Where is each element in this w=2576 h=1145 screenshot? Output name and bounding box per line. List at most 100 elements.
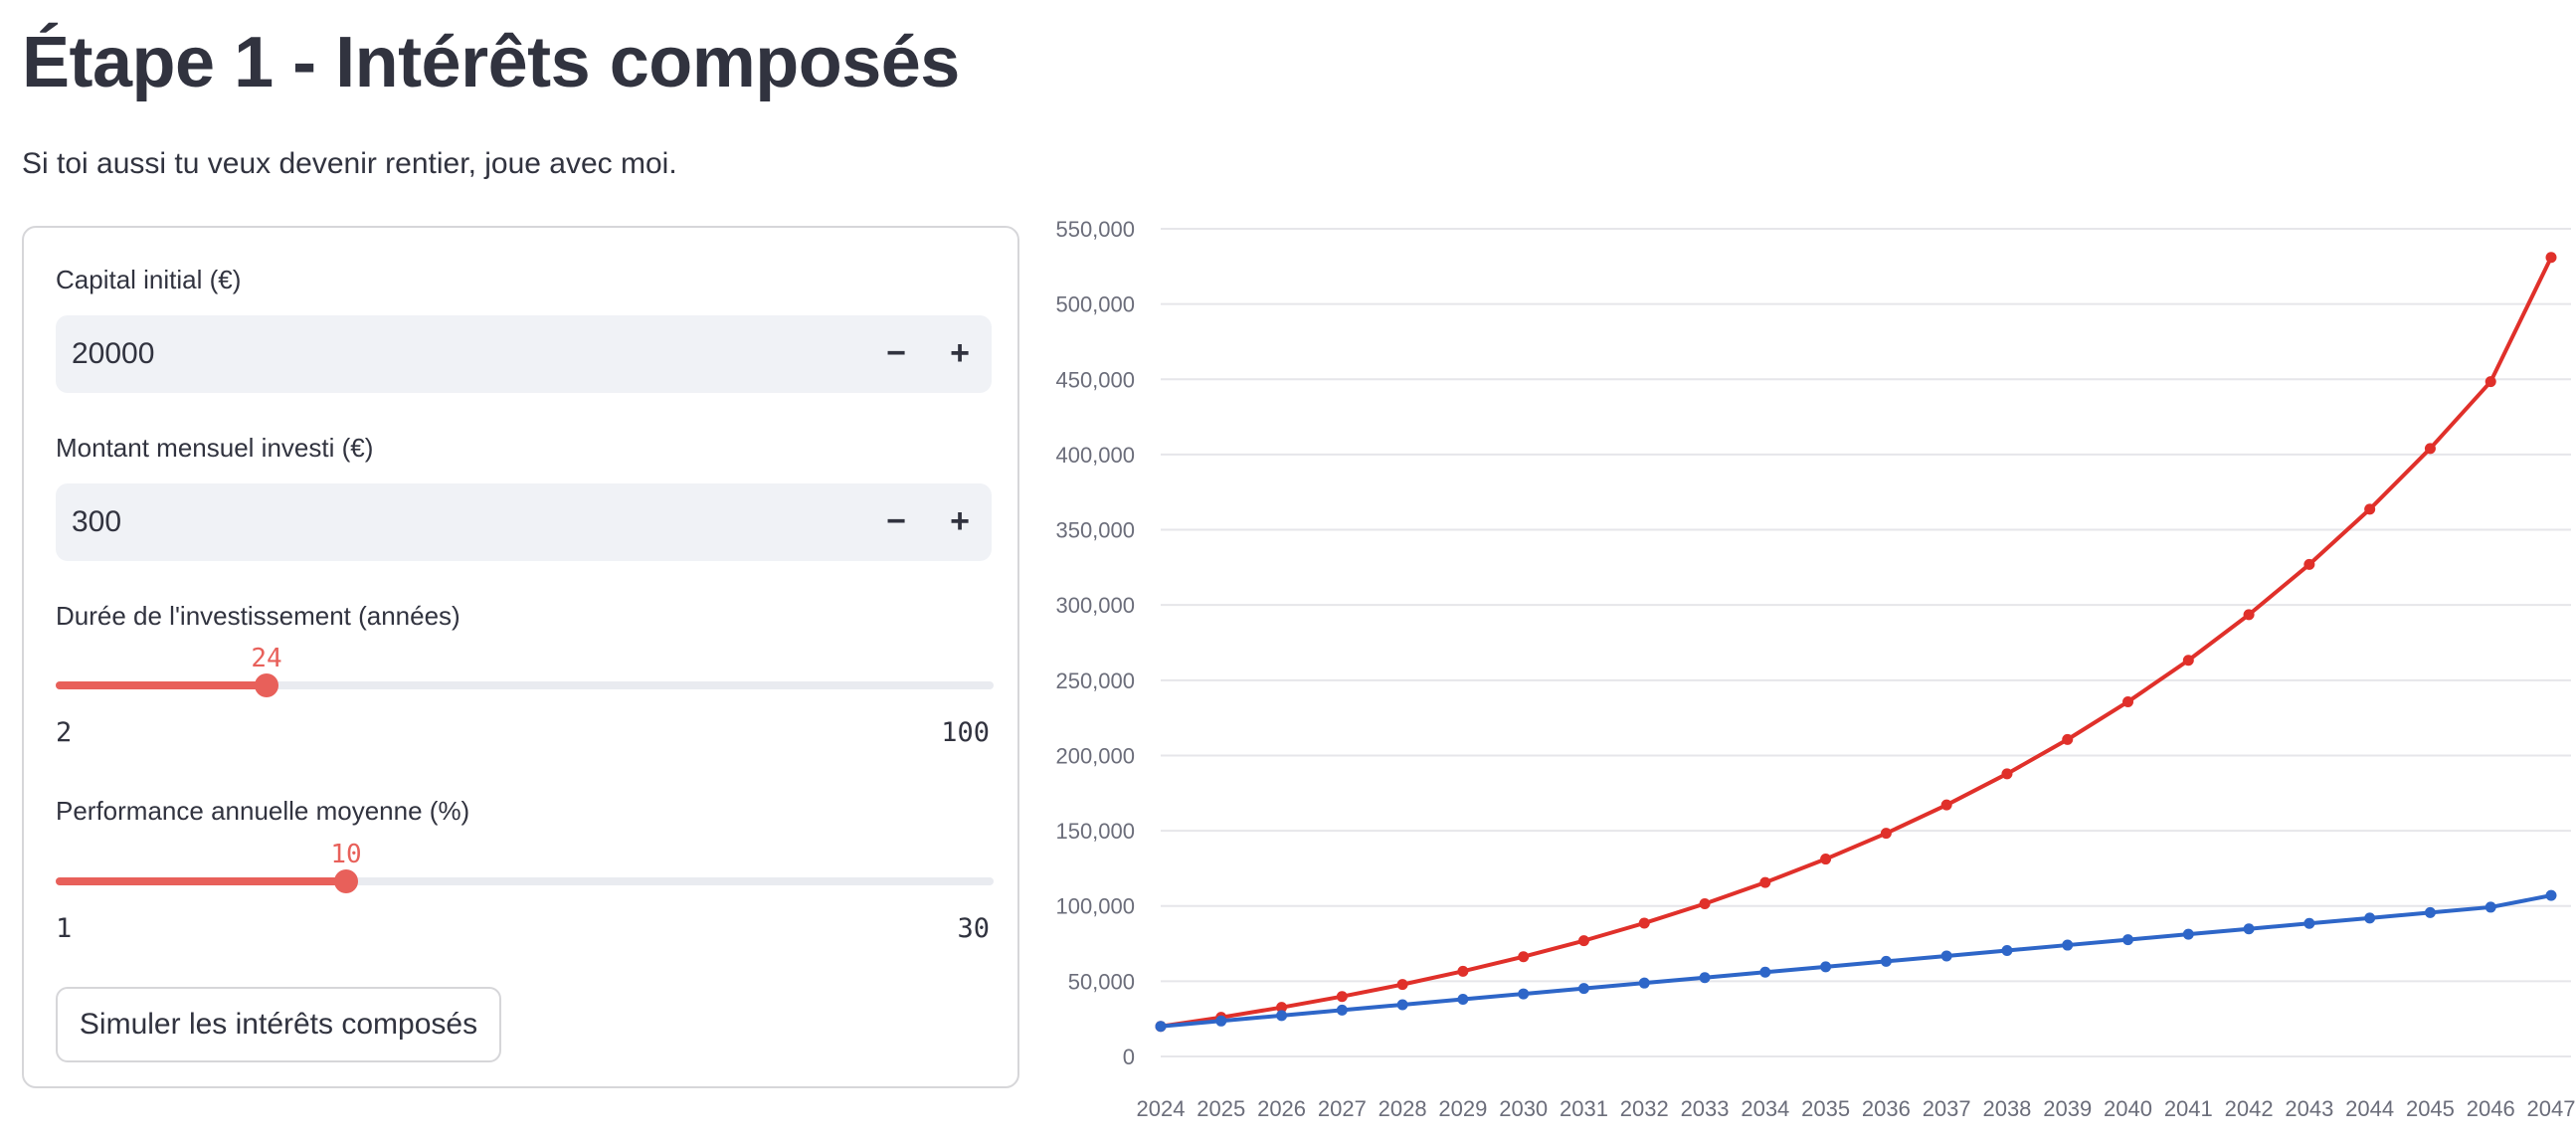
y-tick-label: 550,000 [1055, 217, 1135, 242]
performance-max-label: 30 [957, 913, 990, 944]
y-tick-label: 0 [1123, 1045, 1135, 1069]
series-0-point [2122, 695, 2134, 707]
x-tick-label: 2024 [1137, 1096, 1186, 1121]
series-0-point [2303, 558, 2315, 570]
x-tick-label: 2044 [2345, 1096, 2394, 1121]
x-tick-label: 2028 [1379, 1096, 1427, 1121]
series-1-point [1155, 1021, 1167, 1033]
series-0-point [1276, 1002, 1288, 1014]
series-1-point [1396, 999, 1408, 1011]
series-1-point [1577, 983, 1589, 995]
series-line-0 [1160, 256, 2553, 1029]
duration-label: Durée de l'investissement (années) [56, 601, 460, 631]
series-0-point [1880, 828, 1892, 840]
y-tick-label: 400,000 [1055, 443, 1135, 468]
page-title: Étape 1 - Intérêts composés [22, 23, 960, 102]
x-tick-label: 2037 [1923, 1096, 1971, 1121]
monthly-value[interactable]: 300 [72, 505, 122, 538]
compound-interest-chart: 0 50,000 100,000 150,000 200,000 250,000 300,0… [1029, 199, 2576, 1140]
series-0-point [2484, 376, 2496, 388]
series-0-point [1638, 917, 1650, 929]
series-0-point [2182, 655, 2194, 667]
series-0-point [2062, 733, 2074, 745]
x-tick-label: 2040 [2104, 1096, 2152, 1121]
series-1-point [2122, 934, 2134, 946]
x-tick-label: 2042 [2225, 1096, 2274, 1121]
duration-slider[interactable]: 24 [56, 644, 994, 711]
series-1-point [2424, 906, 2436, 918]
duration-max-label: 100 [941, 717, 990, 748]
x-tick-label: 2036 [1862, 1096, 1911, 1121]
series-1-point [2484, 901, 2496, 913]
y-tick-label: 150,000 [1055, 819, 1135, 844]
x-tick-label: 2033 [1681, 1096, 1730, 1121]
capital-label: Capital initial (€) [56, 265, 242, 294]
x-tick-label: 2030 [1499, 1096, 1548, 1121]
series-0-point [2001, 768, 2013, 780]
capital-input[interactable]: 20000 − + [56, 315, 992, 393]
monthly-decrement-button[interactable]: − [886, 502, 906, 540]
y-tick-label: 350,000 [1055, 518, 1135, 543]
series-1-point [1820, 961, 1832, 973]
x-tick-label: 2029 [1438, 1096, 1487, 1121]
series-1-point [2062, 939, 2074, 951]
series-1-point [1699, 972, 1711, 984]
series-0-point [1457, 965, 1469, 977]
capital-increment-button[interactable]: + [950, 334, 970, 372]
series-1-point [1336, 1004, 1348, 1016]
series-0-point [1518, 951, 1530, 963]
duration-slider-track[interactable] [56, 681, 994, 689]
series-0-point [1396, 979, 1408, 991]
performance-slider-track[interactable] [56, 877, 994, 885]
performance-slider-thumb[interactable] [334, 869, 358, 893]
series-1-point [1518, 988, 1530, 1000]
x-tick-label: 2047 [2527, 1096, 2576, 1121]
series-0-point [1940, 799, 1952, 811]
monthly-label: Montant mensuel investi (€) [56, 433, 374, 463]
series-0-point [1577, 935, 1589, 947]
page-subtitle: Si toi aussi tu veux devenir rentier, jo… [22, 147, 677, 180]
x-tick-label: 2039 [2043, 1096, 2092, 1121]
capital-value[interactable]: 20000 [72, 337, 155, 370]
performance-slider[interactable]: 10 [56, 840, 994, 907]
duration-min-label: 2 [56, 717, 73, 748]
monthly-input[interactable]: 300 − + [56, 483, 992, 561]
x-tick-label: 2035 [1801, 1096, 1850, 1121]
series-1-point [1215, 1015, 1227, 1027]
x-tick-label: 2038 [1982, 1096, 2031, 1121]
y-tick-label: 100,000 [1055, 894, 1135, 919]
duration-current-value: 24 [251, 644, 282, 673]
series-0-point [1820, 854, 1832, 865]
performance-label: Performance annuelle moyenne (%) [56, 796, 470, 826]
series-1-point [2545, 889, 2557, 901]
series-0-point [1759, 876, 1771, 888]
series-1-point [1457, 994, 1469, 1006]
series-1-point [1759, 966, 1771, 978]
series-1-point [2303, 917, 2315, 929]
series-1-point [1276, 1010, 1288, 1022]
simulation-form: Capital initial (€) 20000 − + Montant me… [22, 226, 1019, 1088]
x-tick-label: 2045 [2406, 1096, 2455, 1121]
y-tick-label: 250,000 [1055, 668, 1135, 693]
series-1-point [1880, 955, 1892, 967]
x-tick-label: 2031 [1560, 1096, 1608, 1121]
simulate-button[interactable]: Simuler les intérêts composés [56, 987, 501, 1062]
capital-decrement-button[interactable]: − [886, 334, 906, 372]
performance-min-label: 1 [56, 913, 73, 944]
series-0-point [1336, 991, 1348, 1003]
y-tick-label: 50,000 [1068, 969, 1135, 994]
series-1-point [2364, 912, 2376, 924]
chart-svg: 0 50,000 100,000 150,000 200,000 250,000 300,0… [1055, 217, 2576, 1121]
series-1-point [2001, 945, 2013, 957]
monthly-increment-button[interactable]: + [950, 502, 970, 540]
series-0-point [2364, 503, 2376, 515]
series-line-1 [1160, 893, 2552, 1029]
x-tick-label: 2046 [2467, 1096, 2515, 1121]
x-tick-label: 2041 [2164, 1096, 2213, 1121]
duration-slider-thumb[interactable] [255, 673, 278, 697]
duration-slider-fill [56, 681, 267, 689]
series-0-point [2424, 443, 2436, 455]
performance-slider-fill [56, 877, 346, 885]
series-1-point [1638, 977, 1650, 989]
x-tick-label: 2027 [1318, 1096, 1367, 1121]
